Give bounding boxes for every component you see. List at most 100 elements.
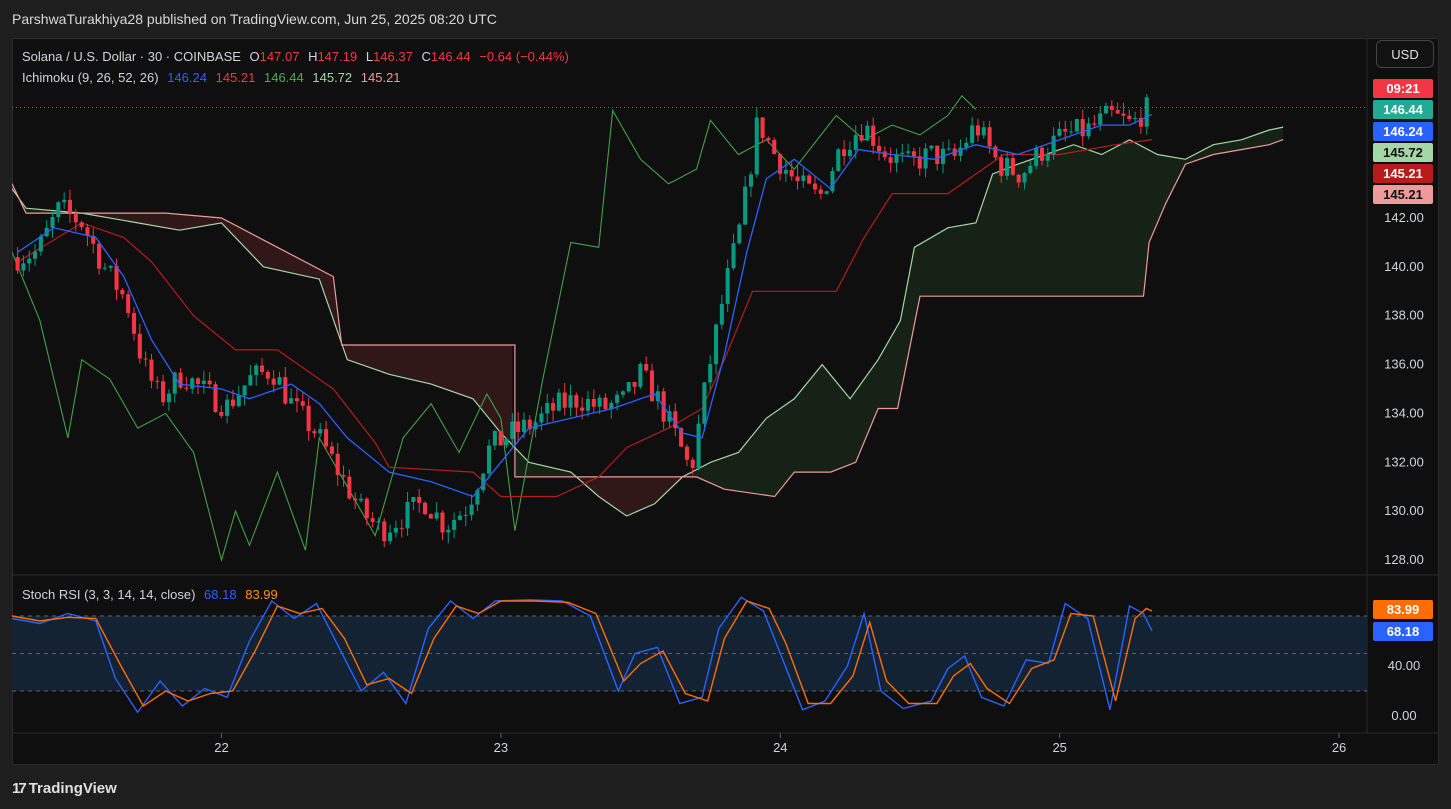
- ichimoku-name[interactable]: Ichimoku (9, 26, 52, 26): [22, 70, 159, 85]
- candle-down: [143, 358, 148, 360]
- candle-down: [772, 140, 777, 155]
- candle-up: [737, 224, 742, 244]
- candle-down: [551, 403, 556, 411]
- candle-up: [510, 421, 515, 439]
- high-label: H: [308, 49, 318, 64]
- cloud-bullish: [20, 200, 80, 214]
- candle-down: [341, 475, 346, 477]
- candle-up: [946, 148, 951, 150]
- footer: [0, 765, 1451, 809]
- candle-down: [329, 446, 334, 454]
- candle-up: [452, 519, 457, 530]
- candle-up: [958, 147, 963, 156]
- stoch-d-tag: 83.99: [1373, 600, 1433, 619]
- ichimoku-span-b-value: 145.21: [360, 70, 401, 85]
- main-legend: Solana / U.S. Dollar · 30 · COINBASE O14…: [22, 46, 569, 88]
- candle-down: [795, 176, 800, 182]
- candle-up: [393, 527, 398, 533]
- candle-up: [225, 399, 230, 416]
- candle-down: [632, 382, 637, 387]
- stoch-k-tag: 68.18: [1373, 622, 1433, 641]
- base-line-tag: 145.21: [1373, 164, 1433, 183]
- candle-down: [591, 398, 596, 407]
- candle-down: [1109, 105, 1114, 110]
- candle-up: [1074, 119, 1079, 132]
- candle-up: [539, 413, 544, 423]
- candle-up: [981, 127, 986, 136]
- candle-up: [830, 171, 835, 192]
- candle-up: [1144, 97, 1149, 127]
- candle-down: [818, 189, 823, 194]
- currency-button[interactable]: USD: [1376, 40, 1434, 68]
- candle-down: [527, 419, 532, 430]
- ichimoku-span-b-line: [12, 139, 1284, 498]
- stoch-legend: Stoch RSI (3, 3, 14, 14, close) 68.18 83…: [22, 587, 278, 602]
- chart-canvas[interactable]: 128.00 130.00 132.00 134.00 136.00 138.00 140.…: [12, 38, 1439, 765]
- candle-down: [131, 313, 137, 334]
- time-axis-label: 25: [1052, 740, 1066, 755]
- stoch-name[interactable]: Stoch RSI (3, 3, 14, 14, close): [22, 587, 196, 602]
- candle-up: [388, 532, 393, 542]
- candle-up: [655, 391, 660, 402]
- candle-up: [626, 382, 631, 392]
- candle-down: [178, 372, 183, 388]
- candle-up: [108, 265, 113, 268]
- candle-down: [690, 459, 695, 468]
- candle-down: [97, 243, 102, 269]
- candle-up: [481, 473, 486, 491]
- stoch-k-value: 68.18: [204, 587, 237, 602]
- candle-up: [1098, 113, 1103, 125]
- candle-down: [91, 235, 96, 244]
- candle-down: [1039, 147, 1045, 161]
- candle-down: [422, 502, 428, 515]
- candle-up: [1045, 154, 1050, 161]
- price-axis-label: 136.00: [1384, 357, 1424, 372]
- candle-up: [1005, 158, 1010, 176]
- candle-up: [638, 364, 643, 387]
- candle-down: [911, 151, 916, 157]
- candle-up: [929, 145, 934, 149]
- candle-up: [254, 365, 259, 376]
- candle-up: [894, 154, 899, 163]
- candle-up: [1133, 117, 1138, 119]
- price-axis-label: 128.00: [1384, 552, 1424, 567]
- symbol-name[interactable]: Solana / U.S. Dollar · 30 · COINBASE: [22, 49, 241, 64]
- candle-down: [73, 212, 78, 223]
- candle-up: [597, 397, 602, 407]
- candle-up: [446, 529, 451, 533]
- candle-up: [1022, 173, 1027, 183]
- candle-up: [411, 496, 416, 502]
- candle-up: [836, 149, 841, 172]
- candle-down: [807, 175, 812, 184]
- candle-down: [353, 498, 358, 501]
- candle-up: [824, 191, 829, 194]
- low-label: L: [365, 49, 374, 64]
- candle-up: [38, 236, 43, 252]
- candle-down: [300, 401, 305, 406]
- candle-down: [888, 157, 893, 163]
- candle-up: [463, 514, 468, 516]
- ichimoku-conversion-line: [17, 113, 1153, 498]
- candle-down: [1138, 117, 1143, 127]
- candle-down: [1092, 123, 1097, 125]
- candle-down: [603, 397, 608, 410]
- ichimoku-lagging-line: [12, 94, 977, 563]
- candle-down: [114, 265, 119, 290]
- time-axis-label: 23: [494, 740, 508, 755]
- candle-down: [195, 378, 201, 384]
- candle-up: [50, 217, 55, 228]
- tradingview-logo[interactable]: 17 TradingView: [12, 780, 117, 797]
- candle-down: [673, 411, 678, 429]
- candle-up: [1103, 105, 1109, 114]
- candle-up: [1034, 147, 1039, 166]
- low-value: 146.37: [373, 49, 413, 64]
- candle-down: [79, 222, 84, 228]
- close-price-tag: 146.44: [1373, 100, 1433, 119]
- candle-down: [812, 183, 818, 190]
- price-axis-label: 130.00: [1384, 503, 1424, 518]
- candle-down: [1016, 174, 1021, 183]
- tradingview-logo-icon: 17: [12, 780, 27, 797]
- candle-down: [871, 125, 876, 146]
- candle-up: [358, 498, 364, 501]
- ichimoku-span-a-value: 145.72: [312, 70, 353, 85]
